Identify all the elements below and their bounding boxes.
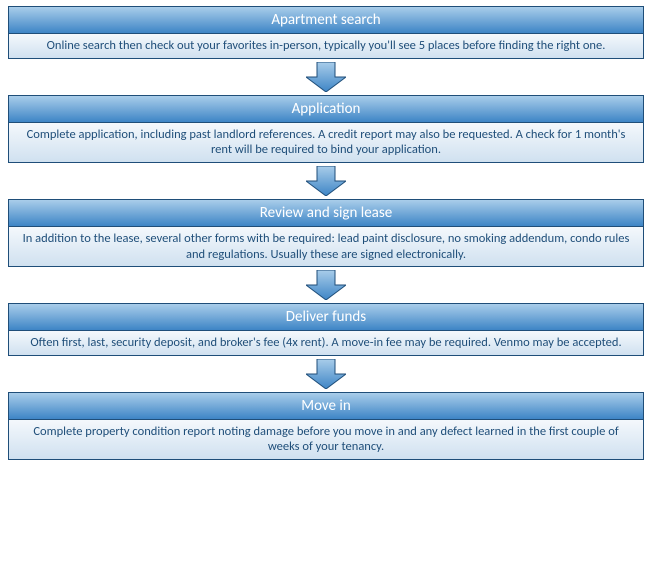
step-title: Deliver funds xyxy=(8,303,644,331)
step-body: Complete property condition report notin… xyxy=(8,420,644,460)
flow-step: Apartment searchOnline search then check… xyxy=(8,6,644,59)
flow-step: Move inComplete property condition repor… xyxy=(8,392,644,460)
step-body: In addition to the lease, several other … xyxy=(8,227,644,267)
step-title: Apartment search xyxy=(8,6,644,34)
flow-step: ApplicationComplete application, includi… xyxy=(8,95,644,163)
arrow-down-icon xyxy=(306,356,346,392)
step-body: Online search then check out your favori… xyxy=(8,34,644,59)
flowchart-container: Apartment searchOnline search then check… xyxy=(6,6,646,460)
flow-step: Deliver fundsOften first, last, security… xyxy=(8,303,644,356)
step-body: Often first, last, security deposit, and… xyxy=(8,331,644,356)
flow-step: Review and sign leaseIn addition to the … xyxy=(8,199,644,267)
step-title: Move in xyxy=(8,392,644,420)
step-title: Review and sign lease xyxy=(8,199,644,227)
step-body: Complete application, including past lan… xyxy=(8,123,644,163)
arrow-down-icon xyxy=(306,59,346,95)
arrow-down-icon xyxy=(306,267,346,303)
step-title: Application xyxy=(8,95,644,123)
arrow-down-icon xyxy=(306,163,346,199)
